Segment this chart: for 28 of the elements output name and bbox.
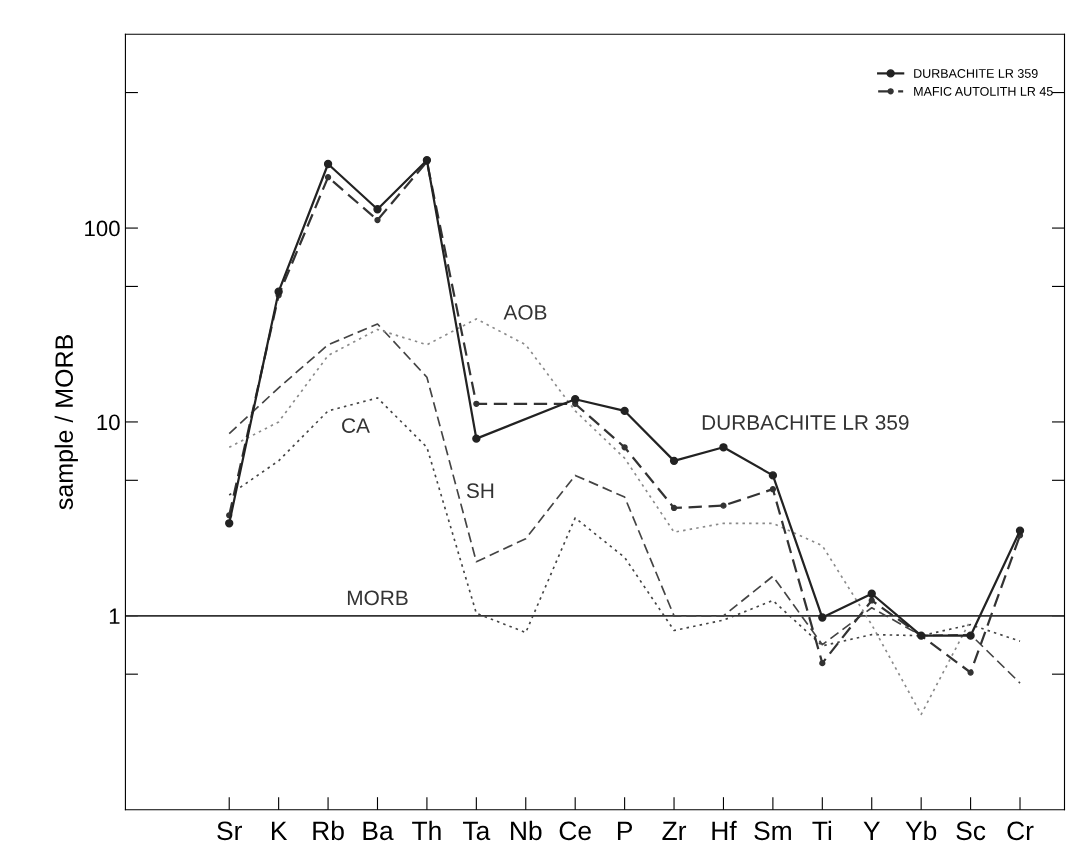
x-tick-label: P [617,821,633,840]
x-tick-label: Rb [313,820,344,841]
y-tick-label: 1 [109,608,120,624]
x-tick-label: Y [863,821,880,840]
x-tick-label: Hf [712,820,737,840]
x-tick-label: Ta [463,821,491,841]
x-tick-label: Ce [559,821,591,841]
x-tick-label: Zr [662,821,687,840]
legend-label: DURBACHITE LR 359 [914,69,1038,78]
annotation: AOB [503,304,547,320]
y-tick-label: 100 [85,220,120,237]
x-tick-label: Ti [812,820,832,840]
ref-line-label: MORB [347,590,408,606]
y-tick-label: 10 [97,414,120,431]
x-tick-label: Cr [1007,821,1034,841]
x-tick-label: Yb [905,820,937,841]
y-axis-title: sample / MORB [54,335,78,510]
annotation: CA [342,418,370,433]
annotation: DURBACHITE LR 359 [702,415,909,430]
x-tick-label: Sr [217,821,242,841]
annotation: SH [466,483,494,499]
x-tick-label: K [272,821,288,840]
legend-label: MAFIC AUTOLITH LR 45 [914,86,1053,96]
x-tick-label: Sc [956,821,986,841]
x-tick-label: Th [412,820,441,840]
x-tick-label: Ba [363,821,394,841]
x-tick-label: Sm [754,821,791,841]
x-tick-label: Nb [511,820,542,841]
